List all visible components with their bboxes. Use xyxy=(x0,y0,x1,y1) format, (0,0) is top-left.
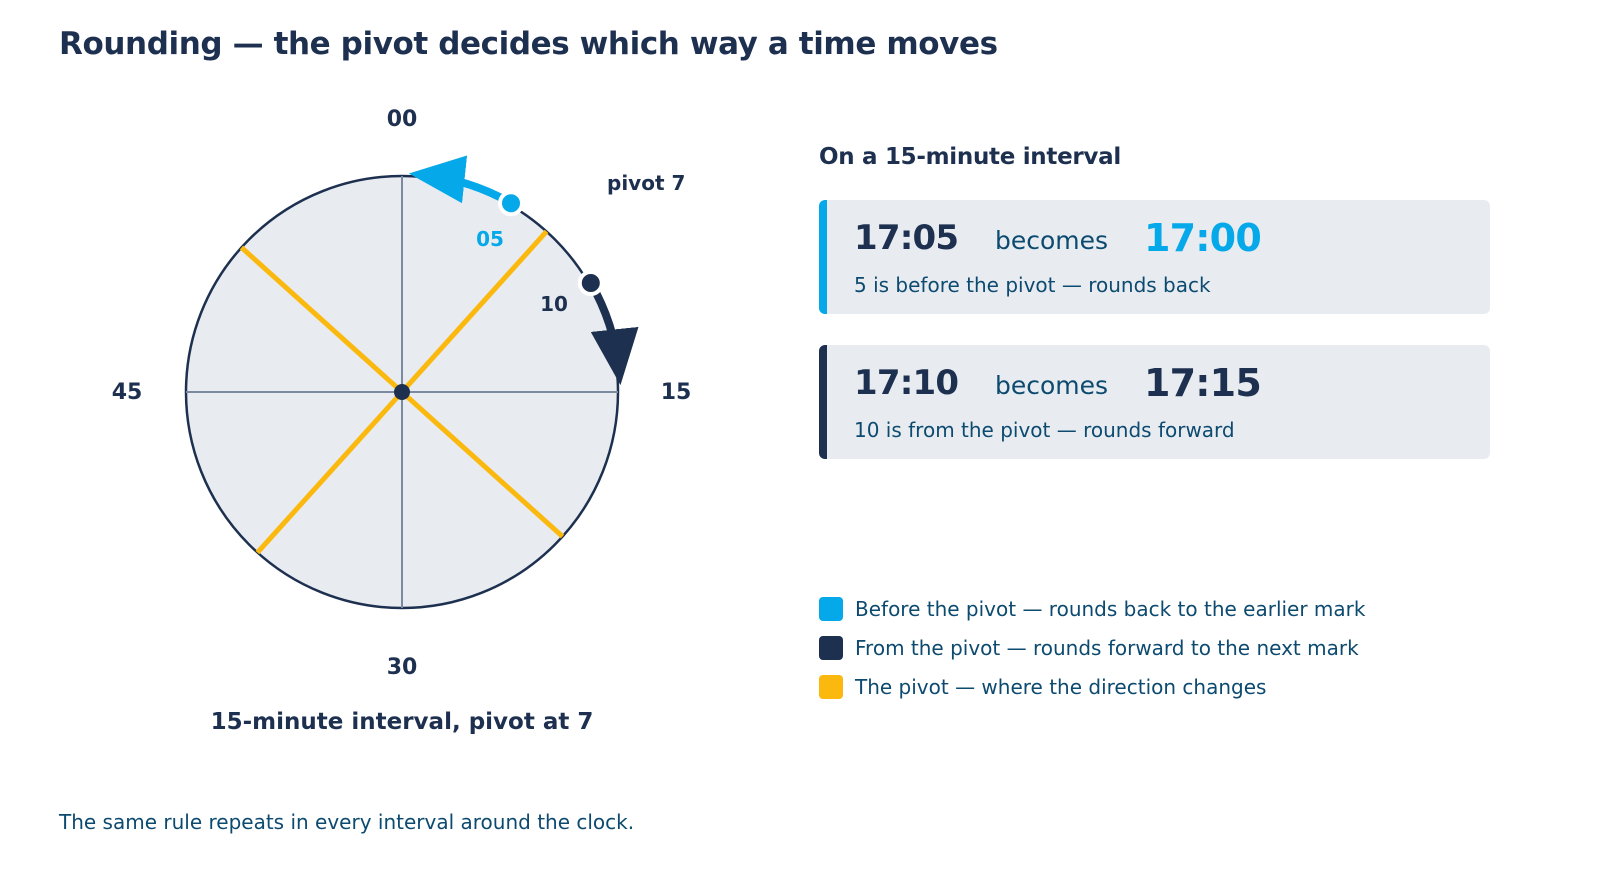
label-30: 30 xyxy=(387,655,418,680)
example-from-time: 17:10 xyxy=(854,363,959,403)
legend-item-pivot: The pivot — where the direction changes xyxy=(819,667,1365,706)
dial-caption: 15-minute interval, pivot at 7 xyxy=(211,709,594,735)
example-result-time: 17:15 xyxy=(1144,361,1262,405)
label-15: 15 xyxy=(661,380,692,405)
example-card-round-forward: 17:10 becomes 17:15 10 is from the pivot… xyxy=(819,345,1490,459)
example-from-time: 17:05 xyxy=(854,218,959,258)
pivot-label: pivot 7 xyxy=(607,171,685,195)
footnote: The same rule repeats in every interval … xyxy=(59,810,635,834)
label-00: 00 xyxy=(387,107,418,132)
clock-dial-diagram: 00 15 30 45 pivot 7 05 10 15-minute inte… xyxy=(112,107,692,735)
legend-label: Before the pivot — rounds back to the ea… xyxy=(855,596,1366,621)
example-card-round-back: 17:05 becomes 17:00 5 is before the pivo… xyxy=(819,200,1490,314)
dial-center xyxy=(394,384,410,400)
legend-item-before-pivot: Before the pivot — rounds back to the ea… xyxy=(819,589,1365,628)
page-title: Rounding — the pivot decides which way a… xyxy=(59,26,998,62)
legend-swatch-from xyxy=(819,635,843,660)
example-verb: becomes xyxy=(995,371,1109,400)
minute-10-marker xyxy=(577,270,604,296)
example-explanation: 10 is from the pivot — rounds forward xyxy=(854,418,1235,442)
minute-10-label: 10 xyxy=(540,292,568,316)
examples-heading: On a 15-minute interval xyxy=(819,144,1121,170)
legend-swatch-before xyxy=(819,596,843,621)
example-result-time: 17:00 xyxy=(1144,216,1262,260)
minute-05-label: 05 xyxy=(476,227,504,251)
example-verb: becomes xyxy=(995,226,1109,255)
legend-label: From the pivot — rounds forward to the n… xyxy=(855,635,1359,660)
legend-item-from-pivot: From the pivot — rounds forward to the n… xyxy=(819,628,1365,667)
legend-swatch-pivot xyxy=(819,674,843,699)
example-explanation: 5 is before the pivot — rounds back xyxy=(854,273,1211,297)
label-45: 45 xyxy=(112,380,143,405)
legend: Before the pivot — rounds back to the ea… xyxy=(819,589,1365,706)
minute-05-marker xyxy=(498,190,524,217)
legend-label: The pivot — where the direction changes xyxy=(855,674,1267,699)
